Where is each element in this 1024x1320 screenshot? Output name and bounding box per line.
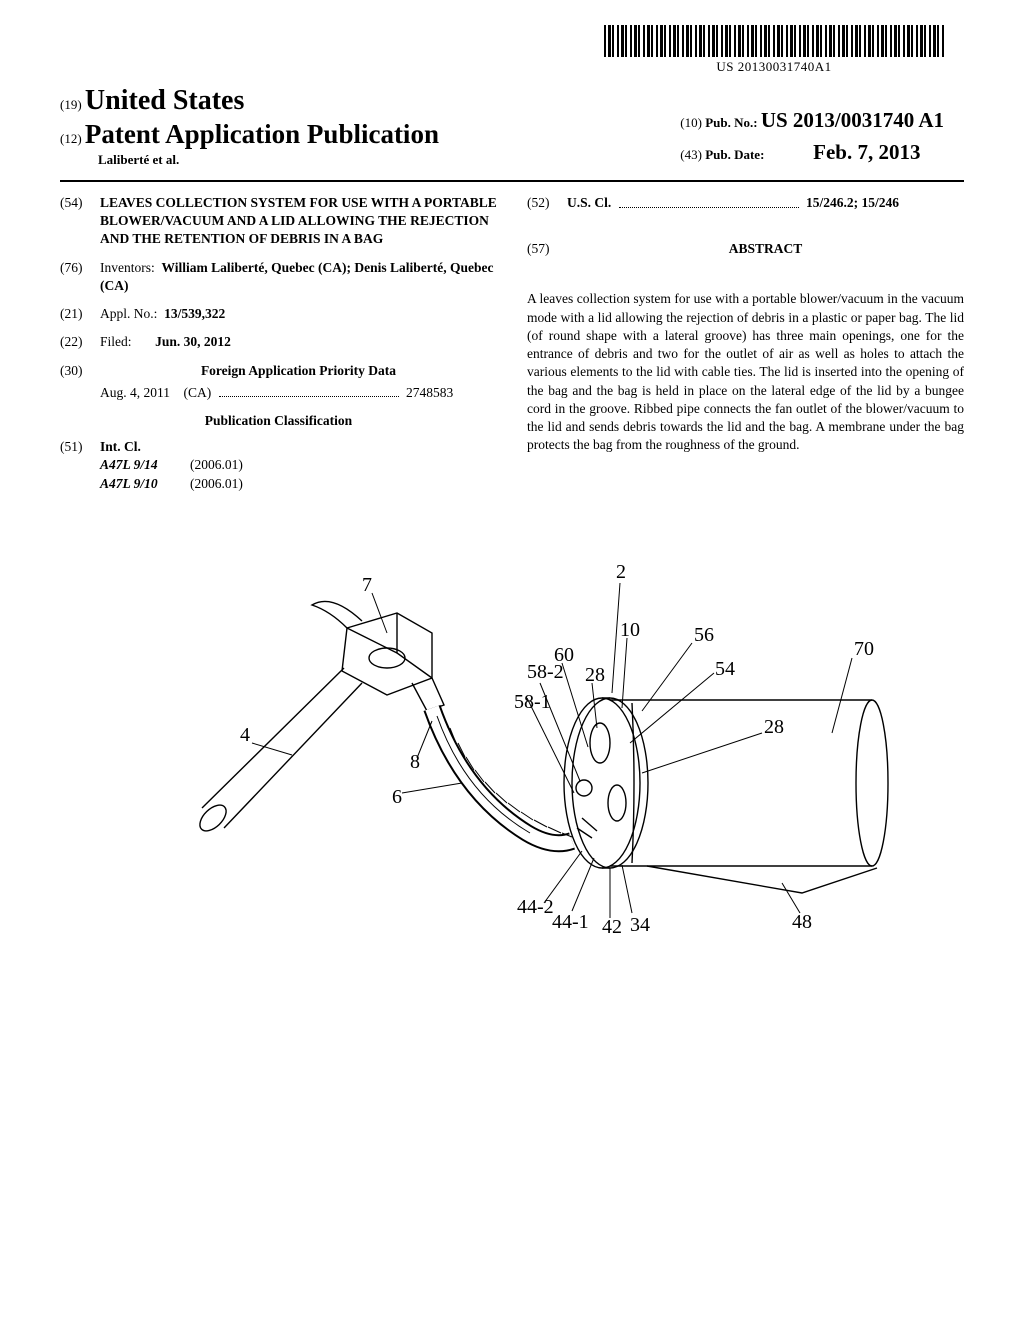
barcode-text: US 20130031740A1	[604, 59, 944, 75]
callout-58-1: 58-1	[514, 691, 551, 713]
intcl-label: Int. Cl.	[100, 438, 497, 456]
barcode-area: US 20130031740A1	[604, 25, 944, 75]
callout-44-1: 44-1	[552, 911, 589, 933]
publication-block: (10) Pub. No.: US 2013/0031740 A1 (43) P…	[680, 105, 944, 168]
code-30: (30)	[60, 362, 100, 380]
inventors-body: Inventors: William Laliberté, Quebec (CA…	[100, 259, 497, 295]
callout-10: 10	[620, 619, 640, 641]
abstract-text: A leaves collection system for use with …	[527, 290, 964, 454]
patent-figure: 2 4 6 7 8 10 28 28 34 42 44-1 44-2 48 54…	[60, 533, 964, 958]
pub-date-row: (43) Pub. Date: Feb. 7, 2013	[680, 137, 944, 169]
foreign-date: Aug. 4, 2011	[100, 385, 170, 400]
body-columns: (54) LEAVES COLLECTION SYSTEM FOR USE WI…	[60, 194, 964, 503]
intcl-item-1: A47L 9/10 (2006.01)	[100, 475, 497, 493]
intcl-year-1: (2006.01)	[190, 475, 243, 493]
code-52: (52)	[527, 194, 567, 212]
code-43: (43)	[680, 147, 702, 162]
intcl-class-1: A47L 9/10	[100, 475, 190, 493]
callout-28a: 28	[585, 664, 605, 686]
header-divider	[60, 180, 964, 182]
left-column: (54) LEAVES COLLECTION SYSTEM FOR USE WI…	[60, 194, 497, 503]
barcode-graphic	[604, 25, 944, 57]
foreign-heading: Foreign Application Priority Data	[100, 362, 497, 380]
dot-leader-uscl	[619, 200, 799, 207]
callout-48: 48	[792, 911, 812, 933]
applno-label: Appl. No.:	[100, 306, 157, 321]
filed-body: Filed: Jun. 30, 2012	[100, 333, 497, 351]
pub-number: US 2013/0031740 A1	[761, 108, 944, 132]
uscl-field: (52) U.S. Cl. 15/246.2; 15/246	[527, 194, 964, 212]
callout-7: 7	[362, 574, 372, 596]
filed-value: Jun. 30, 2012	[155, 334, 231, 349]
intcl-item-0: A47L 9/14 (2006.01)	[100, 456, 497, 474]
code-12: (12)	[60, 131, 82, 146]
code-76: (76)	[60, 259, 100, 295]
foreign-priority-row: Aug. 4, 2011 (CA) 2748583	[60, 384, 497, 402]
callout-56: 56	[694, 624, 714, 646]
inventors-text: William Laliberté, Quebec (CA); Denis La…	[100, 260, 493, 293]
callout-2: 2	[616, 561, 626, 583]
invention-title: LEAVES COLLECTION SYSTEM FOR USE WITH A …	[100, 194, 497, 249]
filed-field: (22) Filed: Jun. 30, 2012	[60, 333, 497, 351]
code-54: (54)	[60, 194, 100, 249]
pubdate-label: Pub. Date:	[705, 147, 764, 162]
applno-field: (21) Appl. No.: 13/539,322	[60, 305, 497, 323]
abstract-heading: ABSTRACT	[567, 240, 964, 258]
uscl-value: 15/246.2; 15/246	[806, 195, 899, 210]
callout-4: 4	[240, 724, 250, 746]
code-19: (19)	[60, 97, 82, 112]
pub-number-row: (10) Pub. No.: US 2013/0031740 A1	[680, 105, 944, 137]
applno-body: Appl. No.: 13/539,322	[100, 305, 497, 323]
country-name: United States	[85, 85, 244, 116]
callout-6: 6	[392, 786, 402, 808]
spacer	[527, 222, 964, 240]
filed-label: Filed:	[100, 334, 132, 349]
foreign-priority-heading: (30) Foreign Application Priority Data	[60, 362, 497, 380]
foreign-country: (CA)	[184, 385, 212, 400]
intcl-class-0: A47L 9/14	[100, 456, 190, 474]
uscl-label: U.S. Cl.	[567, 195, 611, 210]
right-column: (52) U.S. Cl. 15/246.2; 15/246 (57) ABST…	[527, 194, 964, 503]
applno-value: 13/539,322	[164, 306, 225, 321]
callout-34: 34	[630, 914, 650, 936]
dot-leader	[219, 390, 399, 397]
intcl-field: (51) Int. Cl. A47L 9/14 (2006.01) A47L 9…	[60, 438, 497, 493]
callout-44-2: 44-2	[517, 896, 554, 918]
inventors-label: Inventors:	[100, 260, 155, 275]
code-51: (51)	[60, 438, 100, 493]
abstract-heading-row: (57) ABSTRACT	[527, 240, 964, 272]
callout-8: 8	[410, 751, 420, 773]
callout-54: 54	[715, 658, 735, 680]
code-10: (10)	[680, 115, 702, 130]
intcl-year-0: (2006.01)	[190, 456, 243, 474]
publication-type: Patent Application Publication	[85, 119, 439, 149]
code-57: (57)	[527, 240, 567, 272]
intcl-body: Int. Cl. A47L 9/14 (2006.01) A47L 9/10 (…	[100, 438, 497, 493]
uscl-body: U.S. Cl. 15/246.2; 15/246	[567, 194, 964, 212]
callout-70: 70	[854, 638, 874, 660]
code-22: (22)	[60, 333, 100, 351]
pubno-label: Pub. No.:	[705, 115, 757, 130]
pubclass-heading: Publication Classification	[60, 412, 497, 430]
pub-date: Feb. 7, 2013	[813, 140, 920, 164]
foreign-number: 2748583	[406, 385, 453, 400]
callout-60: 60	[554, 644, 574, 666]
foreign-spacer	[60, 384, 100, 402]
title-field: (54) LEAVES COLLECTION SYSTEM FOR USE WI…	[60, 194, 497, 249]
code-21: (21)	[60, 305, 100, 323]
inventors-field: (76) Inventors: William Laliberté, Quebe…	[60, 259, 497, 295]
callout-42: 42	[602, 916, 622, 938]
foreign-body: Aug. 4, 2011 (CA) 2748583	[100, 384, 497, 402]
figure-svg: 2 4 6 7 8 10 28 28 34 42 44-1 44-2 48 54…	[132, 533, 892, 953]
callout-28b: 28	[764, 716, 784, 738]
